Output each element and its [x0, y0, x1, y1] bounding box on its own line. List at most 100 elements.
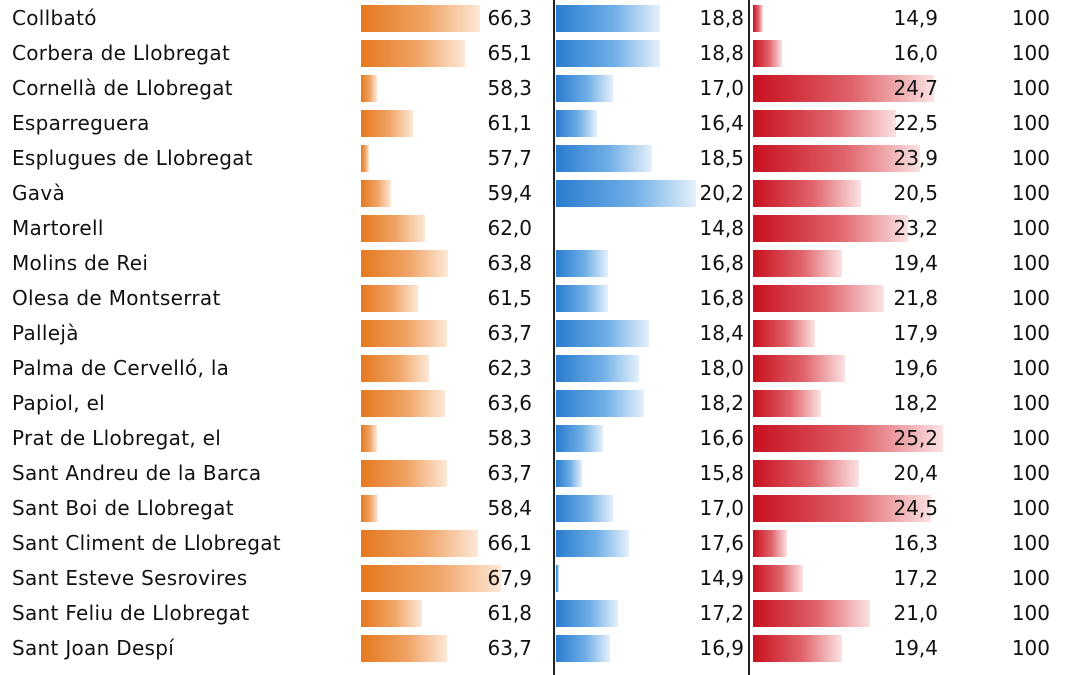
col2-data-bar: [556, 285, 608, 312]
value-cell-col3: 16,0: [893, 41, 938, 65]
value-cell-col4: 100: [1011, 41, 1050, 65]
col3-data-bar: [753, 75, 934, 102]
col2-data-bar: [556, 180, 696, 207]
municipality-name: Collbató: [12, 6, 97, 30]
col2-data-bar: [556, 110, 597, 137]
value-cell-col1: 58,3: [487, 76, 532, 100]
col1-data-bar: [361, 495, 378, 522]
col1-data-bar: [361, 215, 425, 242]
col2-data-bar: [556, 565, 559, 592]
col3-data-bar: [753, 285, 884, 312]
col2-data-bar: [556, 355, 639, 382]
municipality-name: Pallejà: [12, 321, 79, 345]
value-cell-col1: 65,1: [487, 41, 532, 65]
col3-data-bar: [753, 110, 896, 137]
value-cell-col4: 100: [1011, 251, 1050, 275]
value-cell-col4: 100: [1011, 356, 1050, 380]
value-cell-col3: 25,2: [893, 426, 938, 450]
value-cell-col2: 16,8: [699, 251, 744, 275]
col2-data-bar: [556, 5, 660, 32]
value-cell-col2: 17,6: [699, 531, 744, 555]
col1-data-bar: [361, 565, 501, 592]
value-cell-col1: 61,5: [487, 286, 532, 310]
value-cell-col1: 63,7: [487, 321, 532, 345]
value-cell-col3: 18,2: [893, 391, 938, 415]
value-cell-col4: 100: [1011, 181, 1050, 205]
col1-data-bar: [361, 285, 418, 312]
municipality-name: Martorell: [12, 216, 104, 240]
column-divider-1: [553, 0, 555, 675]
value-cell-col4: 100: [1011, 496, 1050, 520]
value-cell-col1: 58,4: [487, 496, 532, 520]
value-cell-col4: 100: [1011, 76, 1050, 100]
col2-data-bar: [556, 600, 618, 627]
value-cell-col2: 14,8: [699, 216, 744, 240]
value-cell-col1: 61,8: [487, 601, 532, 625]
col3-data-bar: [753, 565, 803, 592]
value-cell-col4: 100: [1011, 111, 1050, 135]
municipality-name: Molins de Rei: [12, 251, 149, 275]
municipality-name: Papiol, el: [12, 391, 106, 415]
value-cell-col4: 100: [1011, 321, 1050, 345]
table-row: Sant Joan Despí 63,7 16,9 19,4 100: [0, 631, 1080, 666]
col1-data-bar: [361, 320, 447, 347]
value-cell-col1: 63,8: [487, 251, 532, 275]
value-cell-col3: 20,5: [893, 181, 938, 205]
table-row: Pallejà 63,7 18,4 17,9 100: [0, 316, 1080, 351]
value-cell-col2: 16,8: [699, 286, 744, 310]
value-cell-col4: 100: [1011, 601, 1050, 625]
table-row: Sant Esteve Sesrovires 67,9 14,9 17,2 100: [0, 561, 1080, 596]
col1-data-bar: [361, 180, 391, 207]
municipality-name: Gavà: [12, 181, 66, 205]
col1-data-bar: [361, 355, 429, 382]
value-cell-col3: 21,8: [893, 286, 938, 310]
value-cell-col2: 16,9: [699, 636, 744, 660]
table-row: Papiol, el 63,6 18,2 18,2 100: [0, 386, 1080, 421]
col3-data-bar: [753, 320, 815, 347]
col2-data-bar: [556, 75, 613, 102]
value-cell-col1: 63,7: [487, 461, 532, 485]
table-row: Collbató 66,3 18,8 14,9 100: [0, 1, 1080, 36]
col1-data-bar: [361, 425, 377, 452]
municipality-name: Esplugues de Llobregat: [12, 146, 253, 170]
col1-data-bar: [361, 600, 422, 627]
value-cell-col2: 16,4: [699, 111, 744, 135]
table-row: Corbera de Llobregat 65,1 18,8 16,0 100: [0, 36, 1080, 71]
table-row: Prat de Llobregat, el 58,3 16,6 25,2 100: [0, 421, 1080, 456]
value-cell-col2: 18,8: [699, 41, 744, 65]
value-cell-col1: 63,7: [487, 636, 532, 660]
col2-data-bar: [556, 530, 629, 557]
table-row: Sant Climent de Llobregat 66,1 17,6 16,3 100: [0, 526, 1080, 561]
column-divider-2: [748, 0, 750, 675]
col2-data-bar: [556, 495, 613, 522]
municipality-name: Sant Joan Despí: [12, 636, 175, 660]
col1-data-bar: [361, 5, 480, 32]
col1-data-bar: [361, 75, 377, 102]
col3-data-bar: [753, 250, 842, 277]
col1-data-bar: [361, 250, 448, 277]
value-cell-col3: 19,6: [893, 356, 938, 380]
col1-data-bar: [361, 635, 447, 662]
value-cell-col2: 18,4: [699, 321, 744, 345]
value-cell-col2: 18,0: [699, 356, 744, 380]
col2-data-bar: [556, 40, 660, 67]
value-cell-col1: 66,1: [487, 531, 532, 555]
value-cell-col1: 59,4: [487, 181, 532, 205]
value-cell-col4: 100: [1011, 391, 1050, 415]
col3-data-bar: [753, 425, 943, 452]
value-cell-col2: 18,2: [699, 391, 744, 415]
value-cell-col4: 100: [1011, 426, 1050, 450]
col3-data-bar: [753, 145, 920, 172]
col2-data-bar: [556, 390, 644, 417]
col1-data-bar: [361, 145, 369, 172]
table-row: Esplugues de Llobregat 57,7 18,5 23,9 100: [0, 141, 1080, 176]
municipality-name: Sant Feliu de Llobregat: [12, 601, 250, 625]
value-cell-col2: 18,8: [699, 6, 744, 30]
value-cell-col1: 62,3: [487, 356, 532, 380]
municipality-name: Olesa de Montserrat: [12, 286, 221, 310]
col3-data-bar: [753, 600, 870, 627]
value-cell-col4: 100: [1011, 146, 1050, 170]
value-cell-col3: 23,9: [893, 146, 938, 170]
value-cell-col2: 18,5: [699, 146, 744, 170]
